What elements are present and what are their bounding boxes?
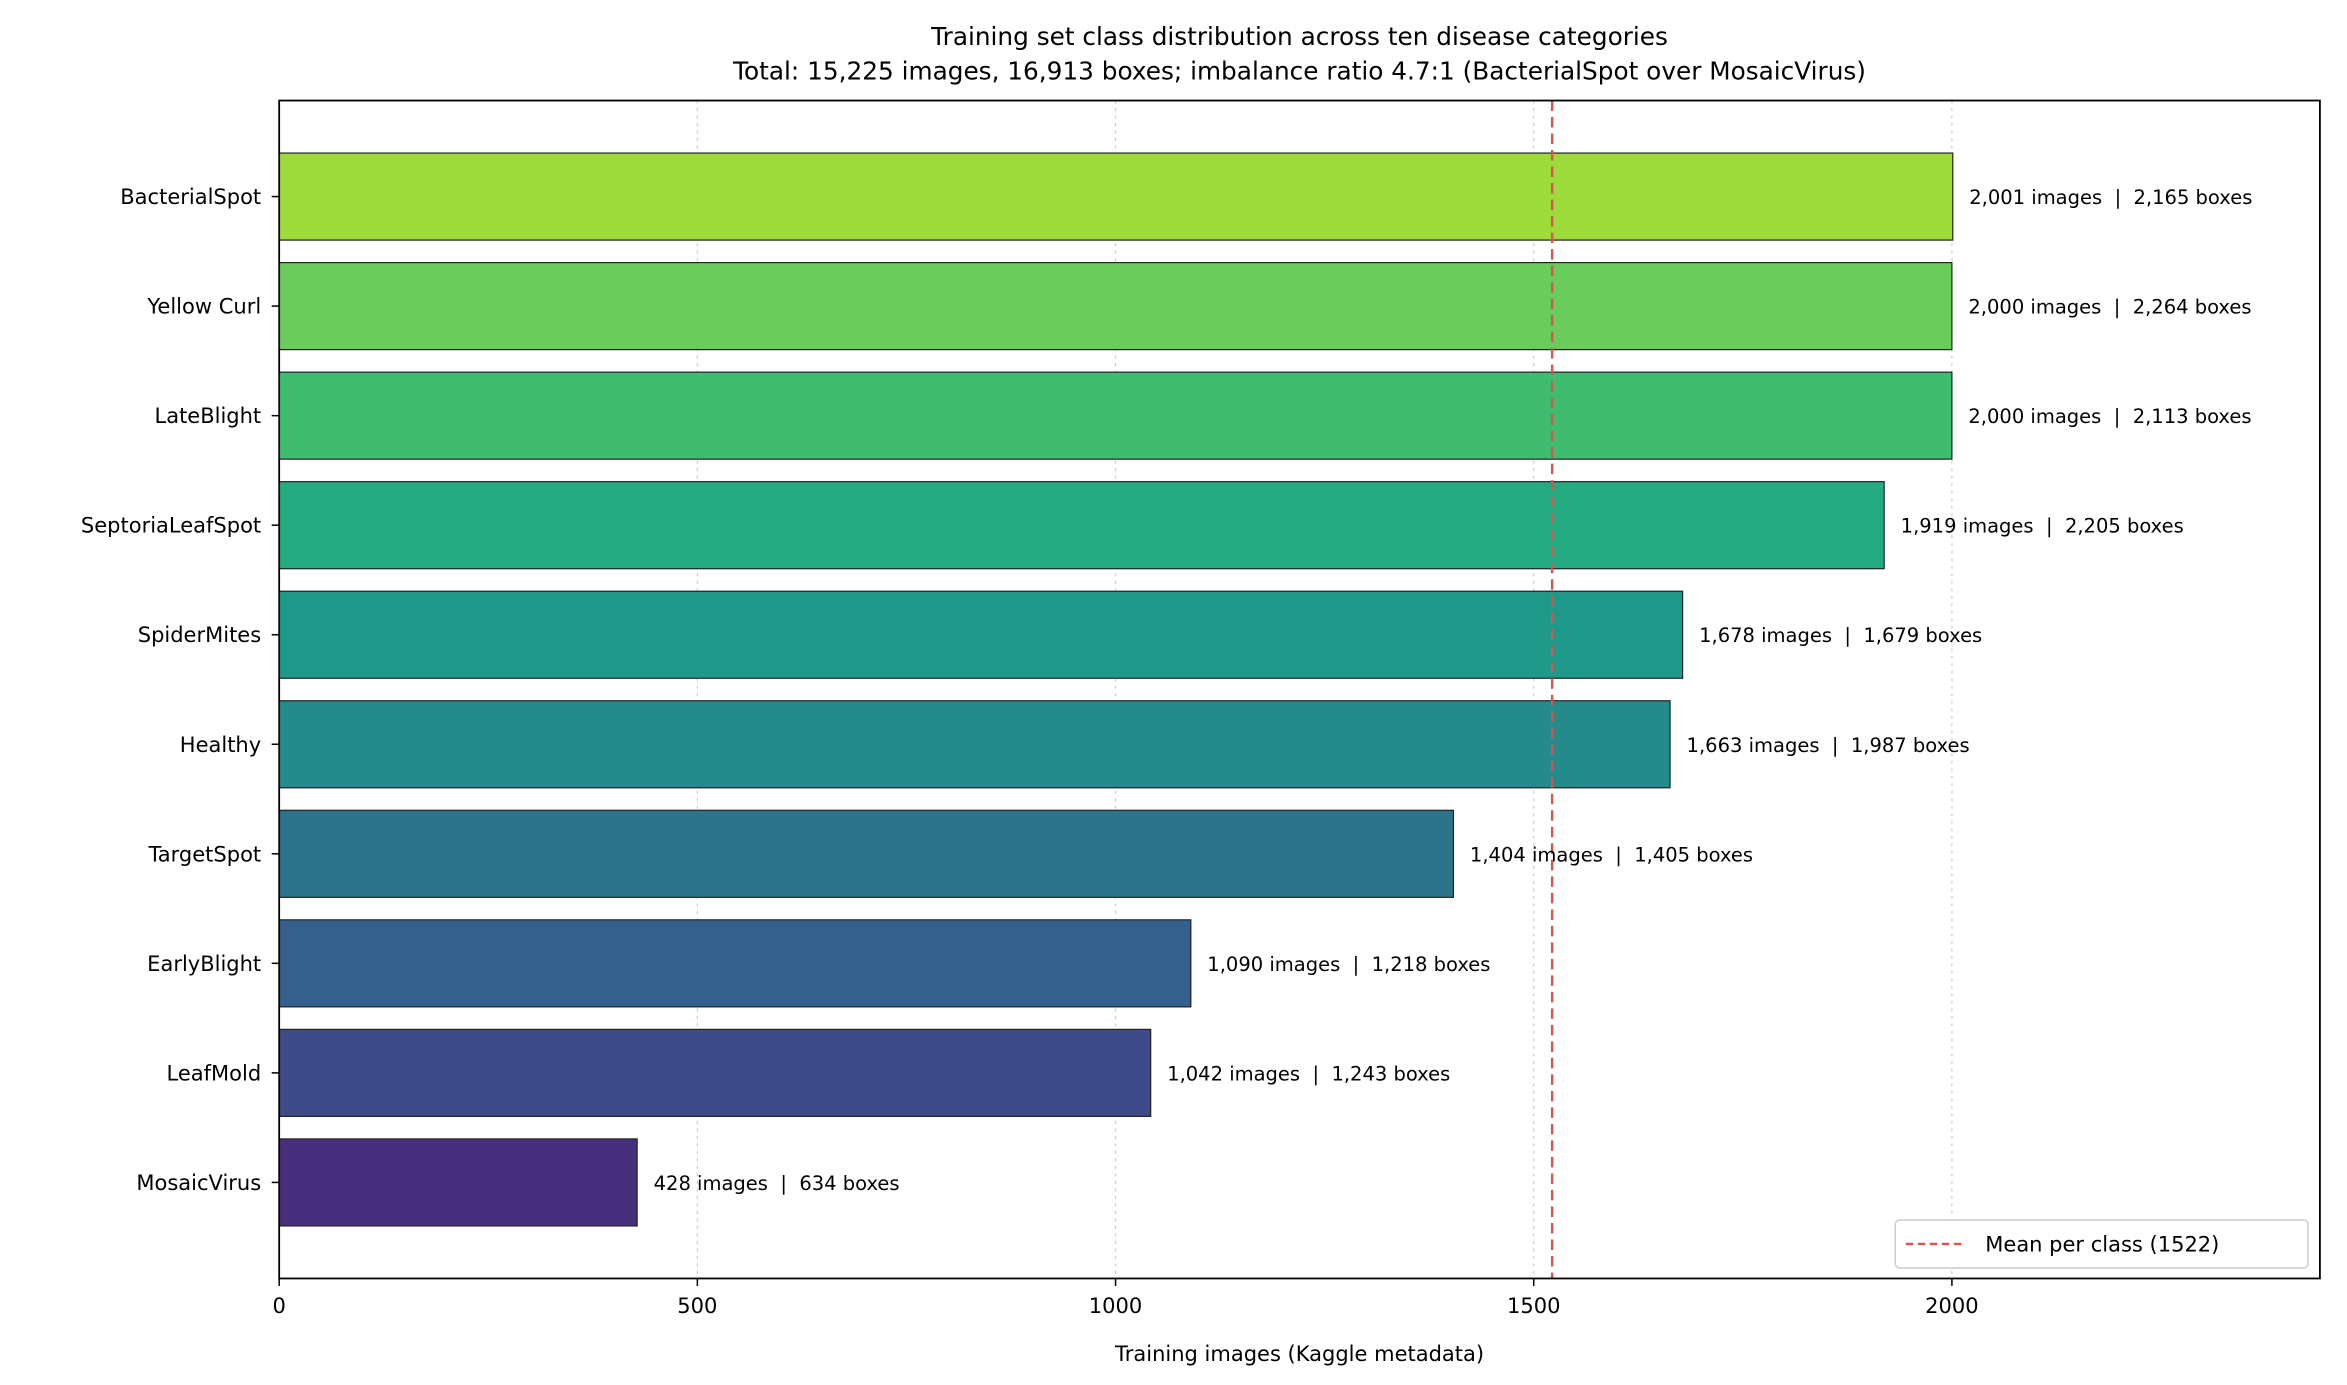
y-tick-label: SeptoriaLeafSpot — [81, 514, 261, 538]
y-tick-label: TargetSpot — [147, 842, 261, 866]
y-tick-label: Healthy — [180, 733, 261, 757]
data-label: 1,678 images | 1,679 boxes — [1699, 624, 1982, 647]
data-label: 2,001 images | 2,165 boxes — [1969, 186, 2252, 209]
x-tick-label: 0 — [272, 1294, 285, 1318]
bar-bacterialspot — [278, 152, 1954, 241]
data-label: 1,042 images | 1,243 boxes — [1167, 1062, 1450, 1085]
y-tick-label: SpiderMites — [138, 623, 261, 647]
bars — [278, 152, 1954, 1227]
bar-lateblight — [278, 371, 1953, 460]
y-tick-label: LeafMold — [167, 1061, 262, 1085]
legend-box — [1894, 1219, 2309, 1269]
bar-targetspot — [278, 809, 1455, 898]
data-label: 1,404 images | 1,405 boxes — [1470, 843, 1753, 866]
bar-mosaicvirus — [278, 1138, 638, 1227]
bar-yellow-curl — [278, 261, 1953, 351]
x-tick-label: 500 — [677, 1294, 717, 1318]
x-tick-label: 1000 — [1089, 1294, 1142, 1318]
data-label: 2,000 images | 2,113 boxes — [1968, 405, 2251, 428]
y-tick-label: LateBlight — [154, 404, 261, 428]
bar-leafmold — [278, 1028, 1152, 1118]
bar-earlyblight — [278, 919, 1192, 1008]
data-label: 2,000 images | 2,264 boxes — [1968, 296, 2251, 319]
x-axis: 0 500 1000 1500 2000 — [272, 1278, 1979, 1318]
data-label: 1,090 images | 1,218 boxes — [1207, 953, 1490, 976]
y-tick-label: MosaicVirus — [136, 1171, 261, 1195]
x-tick-label: 1500 — [1507, 1294, 1560, 1318]
y-axis: BacterialSpot Yellow Curl LateBlight Septor… — [81, 185, 280, 1195]
data-label: 1,919 images | 2,205 boxes — [1901, 515, 2184, 538]
x-axis-label: Training images (Kaggle metadata) — [1114, 1342, 1484, 1366]
chart-subtitle: Total: 15,225 images, 16,913 boxes; imba… — [732, 57, 1866, 86]
y-tick-label: Yellow Curl — [146, 295, 261, 319]
bar-septorialeafspot — [278, 481, 1885, 570]
bar-spidermites — [278, 590, 1684, 679]
legend: Mean per class (1522) — [1894, 1219, 2309, 1269]
data-labels: 2,001 images | 2,165 boxes 2,000 images |… — [654, 186, 2253, 1195]
plot-frame — [278, 99, 2321, 1280]
chart-title: Training set class distribution across t… — [930, 22, 1668, 51]
y-tick-label: BacterialSpot — [120, 185, 261, 209]
bar-healthy — [278, 700, 1671, 789]
y-tick-label: EarlyBlight — [147, 952, 261, 976]
data-label: 1,663 images | 1,987 boxes — [1687, 734, 1970, 757]
data-label: 428 images | 634 boxes — [654, 1172, 900, 1195]
x-tick-label: 2000 — [1925, 1294, 1978, 1318]
legend-entry: Mean per class (1522) — [1985, 1232, 2219, 1256]
